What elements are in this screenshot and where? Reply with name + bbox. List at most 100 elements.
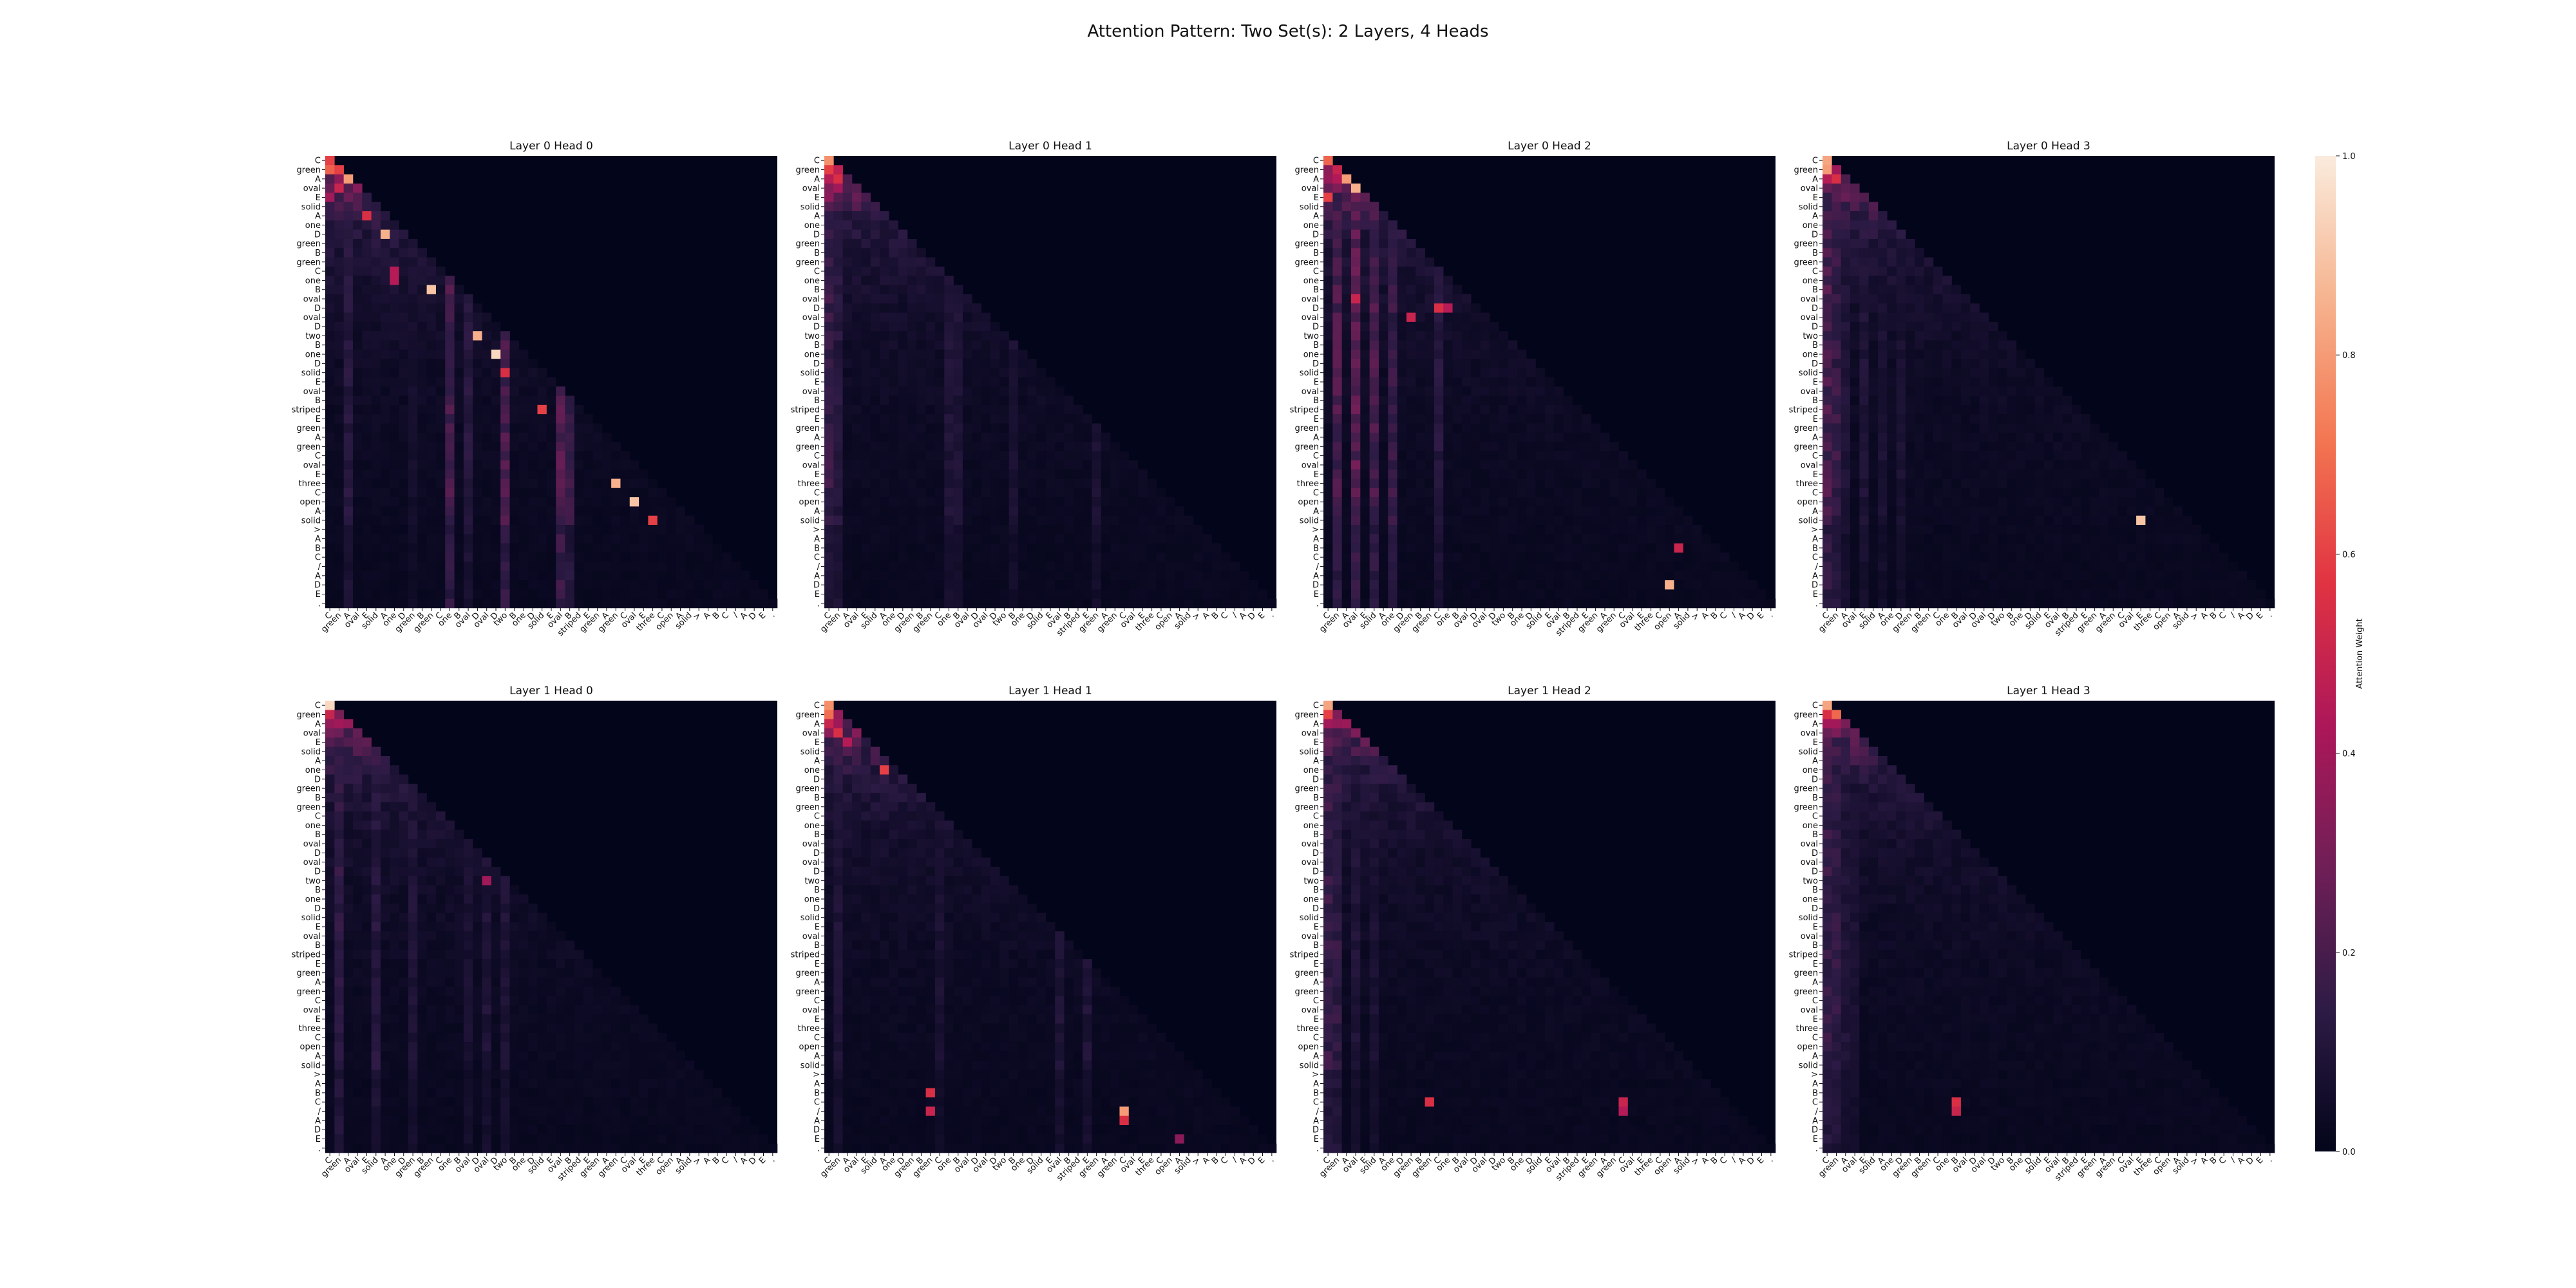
heatmap-cell (1341, 580, 1352, 590)
heatmap-cell (565, 478, 575, 489)
heatmap-cell (1748, 598, 1757, 609)
heatmap-cell (907, 294, 917, 304)
heatmap-cell (473, 442, 482, 451)
heatmap-cell (1332, 276, 1342, 285)
heatmap-cell (454, 497, 464, 507)
heatmap-cell (879, 469, 889, 479)
heatmap-cell (500, 386, 510, 396)
heatmap-cell (925, 598, 936, 609)
heatmap-cell (925, 340, 936, 350)
heatmap-cell (1554, 423, 1564, 433)
heatmap-cell (1092, 515, 1102, 526)
heatmap-cell (851, 571, 862, 581)
heatmap-cell (1517, 386, 1527, 396)
heatmap-cell (343, 553, 354, 562)
figure-title: Attention Pattern: Two Set(s): 2 Layers,… (1087, 22, 1489, 41)
heatmap-cell (981, 377, 991, 387)
heatmap-cell (824, 359, 834, 368)
heatmap-cell (1517, 368, 1527, 378)
heatmap-cell (851, 395, 862, 406)
heatmap-cell (491, 525, 501, 535)
heatmap-cell (898, 423, 908, 433)
heatmap-cell (1868, 266, 1879, 276)
heatmap-cell (667, 598, 676, 609)
heatmap-cell (1480, 331, 1490, 341)
heatmap-cell (1572, 598, 1582, 609)
heatmap-cell (592, 497, 603, 507)
heatmap-cell (2043, 460, 2054, 470)
heatmap-cell (1526, 543, 1536, 553)
heatmap-cell (1230, 580, 1240, 590)
heatmap-cell (981, 349, 991, 359)
heatmap-cell (343, 193, 354, 202)
heatmap-cell (1582, 423, 1591, 433)
heatmap-cell (1600, 488, 1610, 498)
heatmap-cell (1406, 276, 1416, 285)
heatmap-cell (500, 515, 510, 526)
heatmap-cell (934, 294, 945, 304)
heatmap-cell (1655, 497, 1665, 507)
heatmap-cell (1951, 469, 1962, 479)
heatmap-cell (1369, 377, 1379, 387)
heatmap-cell (380, 525, 390, 535)
heatmap-cell (2007, 497, 2017, 507)
heatmap-cell (981, 515, 991, 526)
heatmap-cell (1951, 460, 1962, 470)
heatmap-cell (676, 562, 686, 571)
heatmap-cell (1850, 285, 1860, 295)
heatmap-cell (371, 202, 381, 212)
heatmap-cell (1499, 515, 1508, 526)
heatmap-cell (879, 432, 889, 442)
heatmap-cell (537, 589, 547, 599)
heatmap-cell (1933, 460, 1943, 470)
heatmap-cell (482, 478, 492, 489)
heatmap-cell (824, 331, 834, 341)
heatmap-cell (1249, 589, 1258, 599)
heatmap-cell (1924, 321, 1934, 332)
heatmap-cell (1397, 368, 1407, 378)
y-tick-label: . (1316, 599, 1319, 609)
heatmap-cell (861, 276, 871, 285)
heatmap-cell (916, 340, 926, 350)
heatmap-cell (2053, 423, 2063, 433)
heatmap-cell (1397, 488, 1407, 498)
heatmap-cell (1933, 432, 1943, 442)
heatmap-cell (1905, 451, 1915, 461)
heatmap-cell (1859, 202, 1869, 212)
heatmap-cell (408, 285, 418, 295)
heatmap-cell (1452, 331, 1463, 341)
heatmap-cell (1665, 534, 1674, 544)
heatmap-cell (473, 395, 482, 406)
heatmap-cell (1119, 506, 1130, 516)
heatmap-cell (1710, 562, 1721, 571)
heatmap-cell (2090, 432, 2100, 442)
heatmap-cell (1850, 404, 1860, 415)
heatmap-cell (1480, 404, 1490, 415)
heatmap-cell (445, 331, 455, 341)
heatmap-cell (1933, 386, 1943, 396)
heatmap-cell (1332, 331, 1342, 341)
heatmap-cell (2136, 488, 2146, 498)
heatmap-cell (362, 285, 372, 295)
heatmap-cell (1480, 377, 1490, 387)
heatmap-cell (1341, 460, 1352, 470)
heatmap-cell (944, 331, 954, 341)
y-tick-label: B (814, 544, 820, 553)
heatmap-cell (1868, 229, 1879, 240)
heatmap-cell (953, 543, 963, 553)
heatmap-cell (1083, 525, 1092, 535)
heatmap-cell (343, 395, 354, 406)
heatmap-cell (1350, 488, 1361, 498)
heatmap-cell (334, 248, 344, 258)
heatmap-cell (1018, 460, 1028, 470)
heatmap-cell (1416, 525, 1425, 535)
heatmap-cell (343, 349, 354, 359)
heatmap-cell (473, 598, 482, 609)
heatmap-cell (703, 580, 714, 590)
heatmap-cell (1045, 442, 1056, 451)
heatmap-cell (1841, 478, 1851, 489)
heatmap-cell (907, 404, 917, 415)
heatmap-cell (962, 478, 972, 489)
heatmap-cell (1027, 562, 1037, 571)
heatmap-cell (1942, 451, 1952, 461)
